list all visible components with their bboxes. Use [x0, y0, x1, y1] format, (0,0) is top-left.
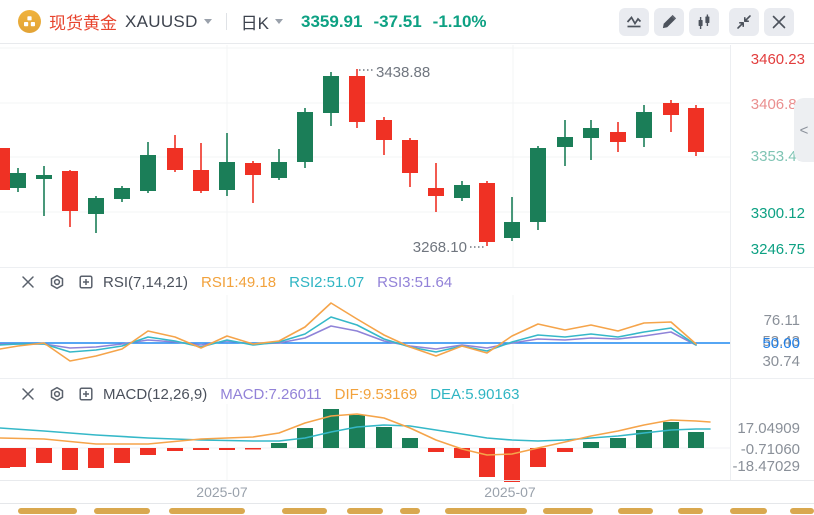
close-icon: [772, 15, 786, 28]
add-indicator-icon[interactable]: [78, 386, 94, 402]
cutoff-card-edge: [790, 508, 814, 514]
pencil-icon: [662, 14, 677, 28]
rsi-title: RSI(7,14,21): [103, 273, 189, 291]
collapse-button[interactable]: [729, 7, 759, 36]
period-selector[interactable]: 日K: [240, 14, 269, 33]
close-button[interactable]: [764, 7, 794, 36]
add-indicator-icon[interactable]: [78, 274, 94, 290]
rsi1-value: RSI1:49.18: [201, 273, 277, 291]
rsi-midline-label: 50.00: [762, 335, 800, 352]
high-price-annotation: 3438.88: [376, 64, 430, 81]
line-chart-icon: [626, 15, 642, 27]
last-price: 3359.91: [301, 11, 363, 31]
quote-group: 3359.91 -37.51 -1.10%: [301, 12, 487, 32]
cutoff-card-edge: [730, 508, 767, 514]
gold-coin-icon: [18, 10, 41, 33]
x-axis-date: 2025-07: [196, 484, 248, 500]
macd-header: MACD(12,26,9) MACD:7.26011 DIF:9.53169 D…: [0, 381, 730, 407]
cutoff-card-edge: [678, 508, 703, 514]
price-change: -37.51: [373, 11, 422, 31]
cutoff-card-edge: [347, 508, 383, 514]
macd-title: MACD(12,26,9): [103, 385, 208, 403]
cutoff-card-edge: [169, 508, 245, 514]
cutoff-card-edge: [618, 508, 653, 514]
chart-header-bar: 现货黄金 XAUUSD 日K 3359.91 -37.51 -1.10%: [0, 0, 814, 44]
macd-axis-top: 17.04909: [737, 420, 800, 437]
cutoff-card-edge: [543, 508, 593, 514]
dea-value: DEA:5.90163: [430, 385, 520, 403]
candlestick-button[interactable]: [689, 7, 719, 36]
cutoff-card-edge: [400, 508, 420, 514]
price-axis-label: 3460.23: [750, 51, 805, 68]
rsi3-value: RSI3:51.64: [377, 273, 453, 291]
price-axis-label: 3300.12: [750, 205, 805, 222]
chevron-left-icon: <: [799, 121, 809, 139]
candlestick-icon: [698, 14, 710, 29]
chevron-down-icon[interactable]: [275, 19, 283, 24]
rsi-chart[interactable]: [0, 295, 731, 379]
draw-button[interactable]: [654, 7, 684, 36]
rsi-axis-top: 76.11: [763, 312, 800, 329]
panel-collapse-tab[interactable]: <: [794, 98, 814, 162]
low-price-annotation: 3268.10: [413, 239, 467, 256]
rsi-header: RSI(7,14,21) RSI1:49.18 RSI2:51.07 RSI3:…: [0, 269, 730, 295]
macd-axis-bottom: -18.47029: [732, 458, 800, 475]
price-axis-label: 3353.49: [750, 148, 805, 165]
cutoff-card-edge: [282, 508, 327, 514]
instrument-name: 现货黄金: [49, 14, 117, 33]
line-chart-button[interactable]: [619, 7, 649, 36]
macd-axis-mid: -0.71060: [740, 441, 800, 458]
indicator-settings-icon[interactable]: [49, 274, 65, 290]
price-axis-label: 3246.75: [750, 241, 805, 258]
chevron-down-icon[interactable]: [203, 19, 212, 24]
divider: [225, 13, 227, 30]
cutoff-card-edge: [94, 508, 150, 514]
price-change-pct: -1.10%: [432, 11, 487, 31]
cutoff-card-edge: [18, 508, 77, 514]
chart-toolbar: [619, 7, 794, 36]
macd-value: MACD:7.26011: [220, 385, 322, 403]
macd-chart[interactable]: [0, 404, 731, 484]
cutoff-card-edge: [445, 508, 527, 514]
close-indicator-icon[interactable]: [20, 386, 36, 402]
candlestick-chart[interactable]: 3438.88 3268.10: [0, 45, 814, 267]
bottom-card-strip: [0, 503, 814, 515]
rsi2-value: RSI2:51.07: [289, 273, 365, 291]
rsi-axis-mid: 53.43: [762, 333, 800, 350]
axis-border: [730, 45, 731, 480]
price-axis-label: 3406.86: [750, 96, 805, 113]
x-axis-date: 2025-07: [484, 484, 536, 500]
panel-divider: [0, 480, 814, 481]
collapse-arrows-icon: [737, 14, 751, 29]
panel-divider: [0, 267, 814, 268]
indicator-settings-icon[interactable]: [49, 386, 65, 402]
rsi-axis-bottom: 30.74: [762, 353, 800, 370]
close-indicator-icon[interactable]: [20, 274, 36, 290]
dif-value: DIF:9.53169: [334, 385, 418, 403]
symbol-selector[interactable]: XAUUSD: [125, 11, 198, 31]
panel-divider: [0, 378, 814, 379]
